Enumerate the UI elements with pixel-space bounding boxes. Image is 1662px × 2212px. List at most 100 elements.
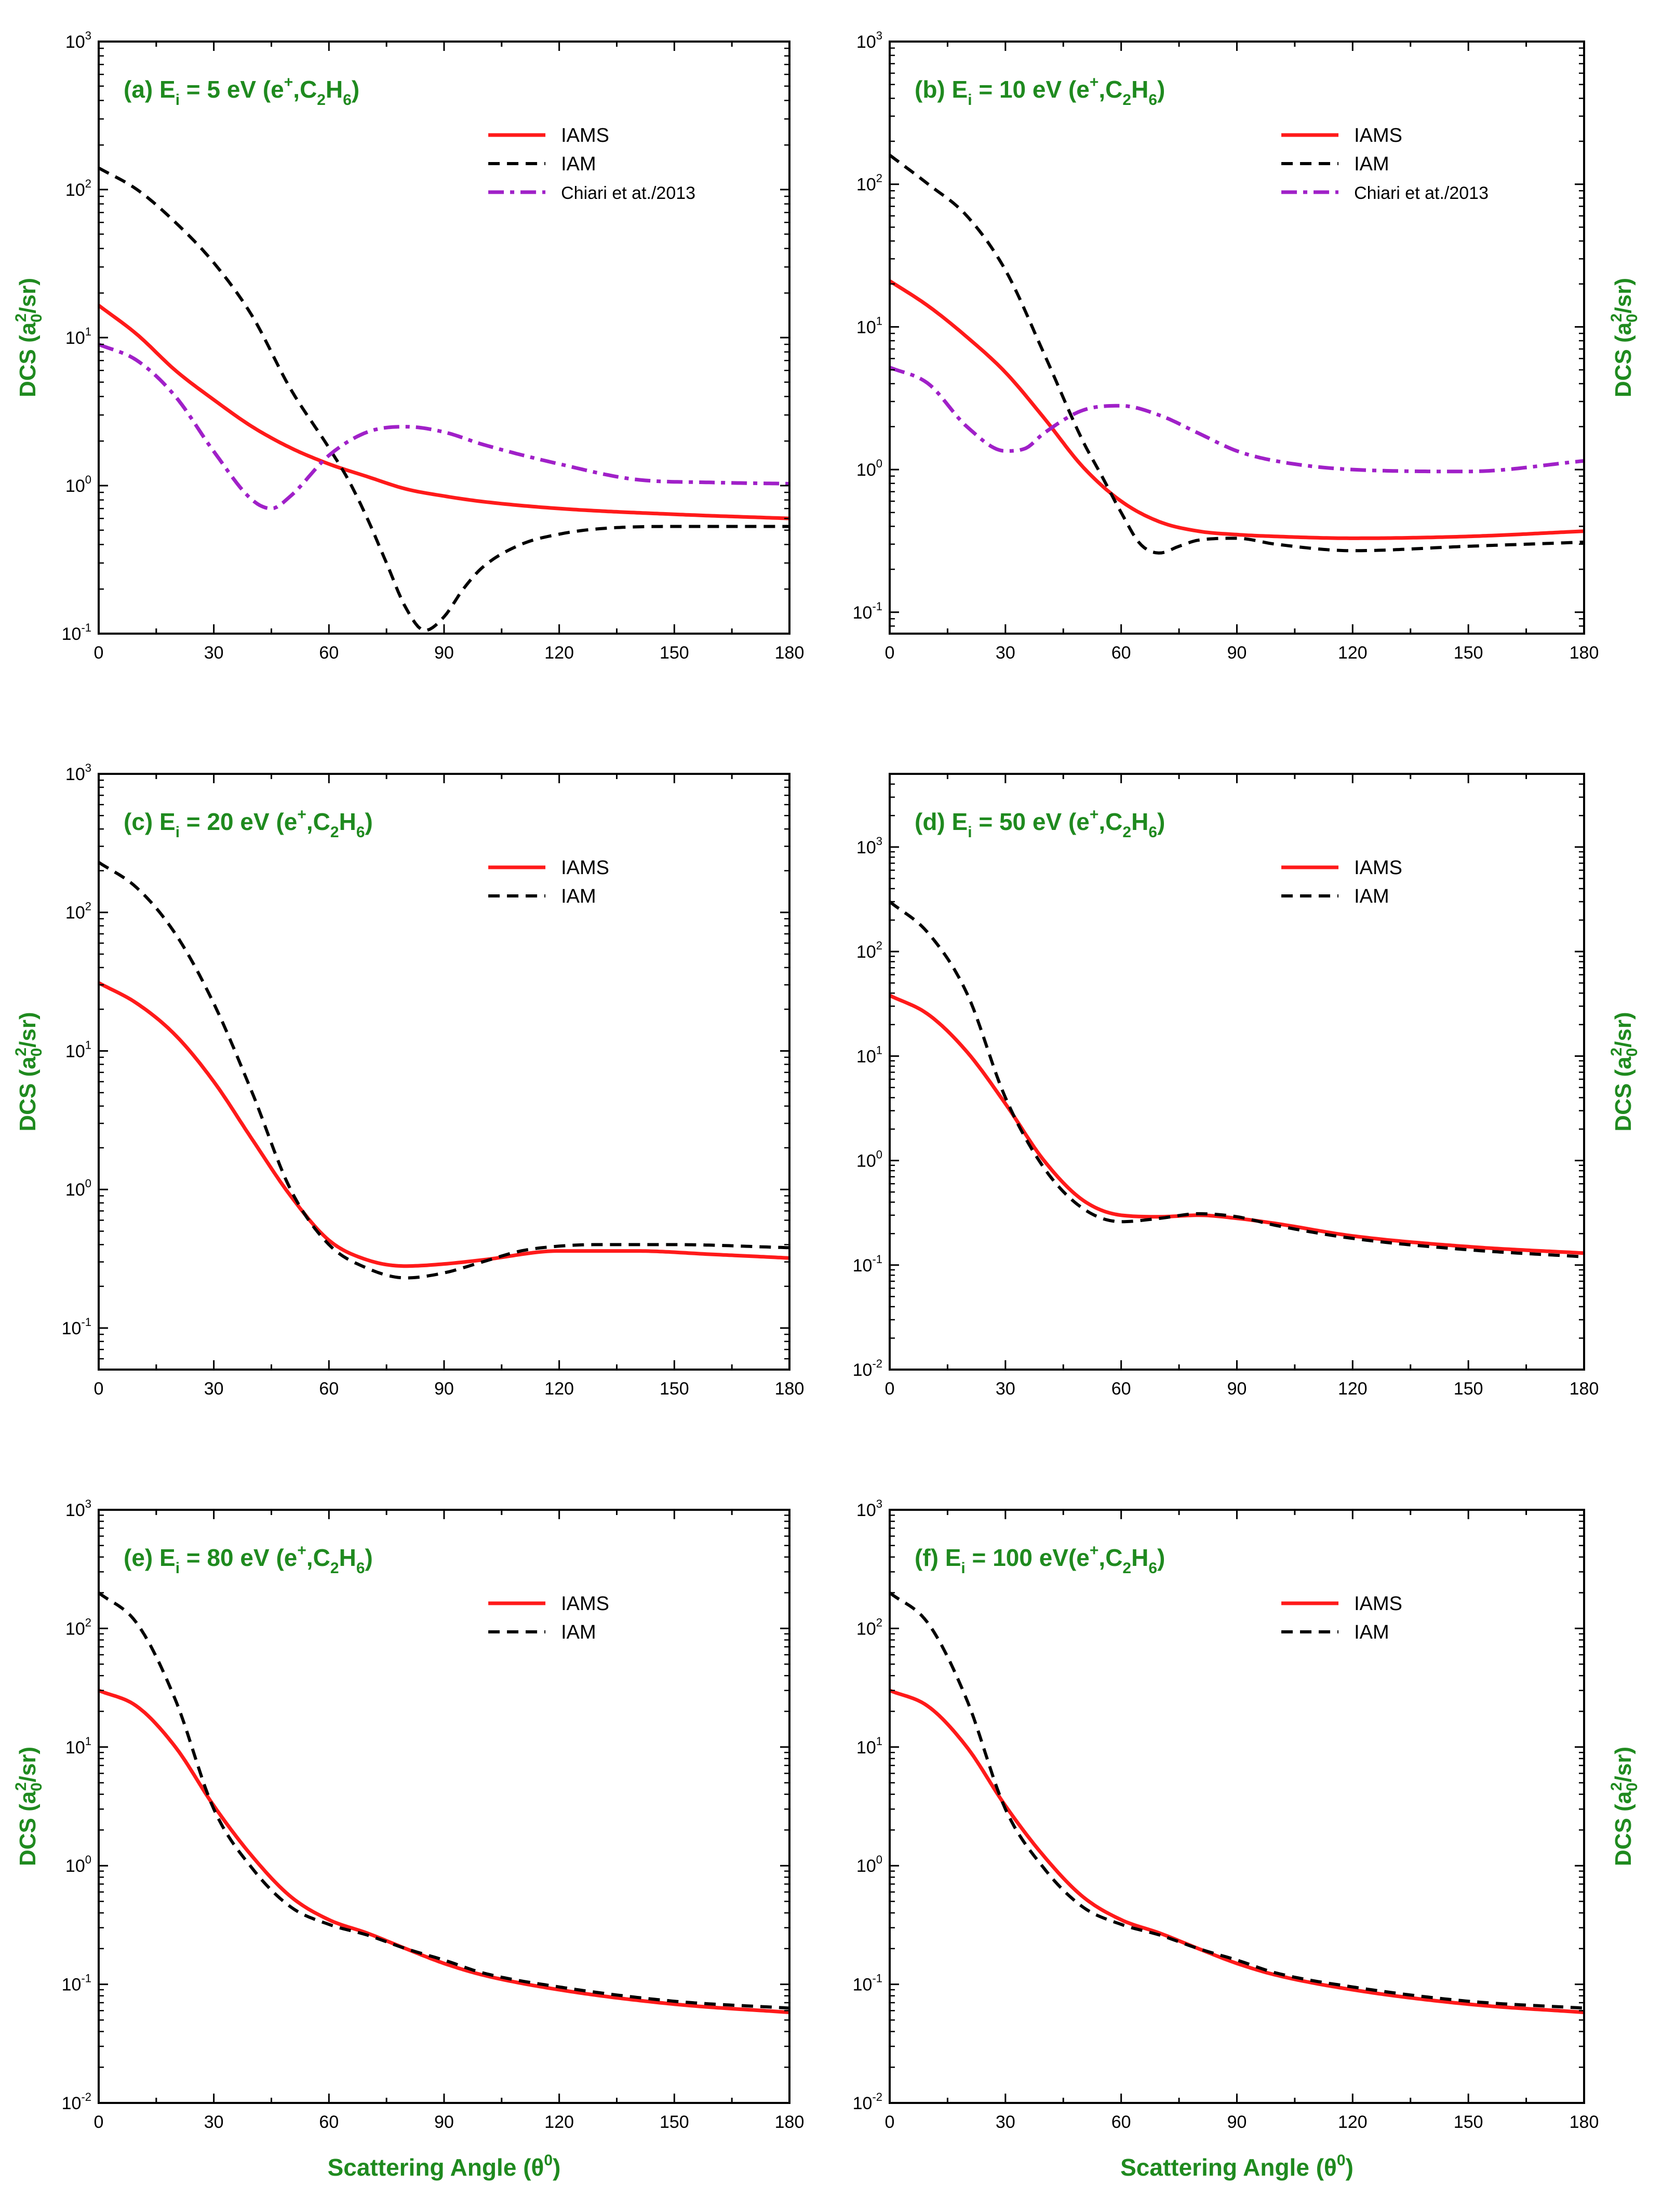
- x-tick-label: 60: [319, 2112, 339, 2132]
- series-line-iam: [890, 154, 1584, 555]
- legend-label-iams: IAMS: [1354, 857, 1402, 879]
- y-axis-label: DCS (a02/sr): [12, 1012, 45, 1131]
- y-tick-label: 103: [856, 1497, 882, 1520]
- y-tick-label: 102: [856, 939, 882, 962]
- x-tick-label: 30: [204, 1379, 224, 1399]
- y-tick-label: 100: [65, 473, 91, 496]
- x-tick-label: 90: [434, 1379, 454, 1399]
- x-tick-label: 180: [775, 643, 805, 663]
- y-axis-label: DCS (a02/sr): [1608, 1012, 1641, 1131]
- series-line-chiari: [890, 366, 1584, 474]
- x-tick-label: 60: [1111, 1379, 1131, 1399]
- x-tick-label: 180: [1570, 1379, 1599, 1399]
- legend-label-iams: IAMS: [561, 857, 609, 879]
- y-tick-label: 101: [65, 325, 91, 348]
- x-tick-label: 60: [1111, 643, 1131, 663]
- y-tick-label: 101: [856, 1043, 882, 1066]
- panel-c: 0 30 60 90 120 150 180 10-1 100 101 102 103 (c) Ei =…: [12, 761, 804, 1399]
- legend-label-iams: IAMS: [561, 1593, 609, 1615]
- x-tick-label: 120: [544, 2112, 574, 2132]
- y-axis-label: DCS (a02/sr): [12, 278, 45, 397]
- series-line-iam: [890, 900, 1584, 1258]
- series-line-iam: [99, 166, 789, 632]
- x-tick-label: 90: [434, 643, 454, 663]
- panel-title: (e) Ei = 80 eV (e+,C2H6): [124, 1542, 373, 1577]
- x-tick-label: 90: [1227, 1379, 1247, 1399]
- y-axis-label: DCS (a02/sr): [12, 1747, 45, 1866]
- y-tick-label: 10-2: [853, 2090, 882, 2113]
- y-tick-label: 103: [65, 761, 91, 784]
- y-tick-label: 103: [65, 29, 91, 52]
- legend-label-iam: IAM: [561, 153, 596, 175]
- legend-label-iam: IAM: [561, 886, 596, 907]
- x-tick-label: 30: [204, 2112, 224, 2132]
- panel-title: (b) Ei = 10 eV (e+,C2H6): [915, 74, 1165, 109]
- series-line-iams: [890, 279, 1584, 540]
- series-line-iam: [99, 1591, 789, 2010]
- y-tick-label: 10-1: [853, 1253, 882, 1276]
- legend-label-iams: IAMS: [561, 125, 609, 146]
- series-line-chiari: [99, 342, 789, 511]
- legend-label-chiari: Chiari et at./2013: [561, 183, 695, 203]
- y-tick-label: 10-1: [62, 1316, 91, 1338]
- x-tick-label: 180: [775, 2112, 805, 2132]
- y-tick-label: 100: [856, 1148, 882, 1171]
- y-tick-label: 100: [65, 1177, 91, 1200]
- plot-frame: [98, 773, 790, 1371]
- x-tick-label: 60: [319, 1379, 339, 1399]
- panel-d: 0 30 60 90 120 150 180 10-2 10-1 100 101 102 103 (d) …: [853, 773, 1641, 1399]
- x-tick-label: 30: [204, 643, 224, 663]
- y-tick-label: 10-1: [62, 621, 91, 644]
- x-tick-label: 180: [775, 1379, 805, 1399]
- series-line-iams: [890, 1688, 1584, 2015]
- y-tick-label: 101: [65, 1038, 91, 1061]
- panel-title: (c) Ei = 20 eV (e+,C2H6): [124, 806, 373, 841]
- y-tick-label: 101: [65, 1735, 91, 1758]
- y-tick-label: 101: [856, 1735, 882, 1758]
- y-tick-label: 101: [856, 314, 882, 337]
- y-tick-label: 10-2: [62, 2090, 91, 2113]
- y-tick-label: 102: [856, 1616, 882, 1639]
- series-line-iams: [99, 981, 789, 1268]
- y-tick-label: 100: [856, 1853, 882, 1876]
- x-tick-label: 120: [1338, 2112, 1368, 2132]
- series-line-iam: [99, 861, 789, 1280]
- y-tick-label: 102: [856, 172, 882, 195]
- x-tick-label: 90: [434, 2112, 454, 2132]
- y-tick-label: 10-1: [62, 1972, 91, 1995]
- y-tick-label: 10-2: [853, 1357, 882, 1380]
- panel-a: 0 30 60 90 120 150 180 10-1 100 101 102 103 (a) Ei =…: [12, 29, 804, 663]
- y-tick-label: 102: [65, 1616, 91, 1639]
- x-tick-label: 150: [1454, 2112, 1483, 2132]
- x-tick-label: 150: [1454, 643, 1483, 663]
- y-tick-label: 103: [856, 835, 882, 857]
- series-line-iams: [890, 994, 1584, 1255]
- panel-title: (a) Ei = 5 eV (e+,C2H6): [124, 74, 359, 109]
- panel-e: 0 30 60 90 120 150 180 10-2 10-1 100 101 102 103 (e) …: [12, 1497, 804, 2181]
- y-tick-label: 10-1: [853, 600, 882, 623]
- series-line-iams: [99, 304, 789, 520]
- legend-label-iams: IAMS: [1354, 1593, 1402, 1615]
- x-tick-label: 150: [660, 2112, 689, 2132]
- x-tick-label: 30: [996, 2112, 1015, 2132]
- x-tick-label: 0: [94, 2112, 104, 2132]
- plot-frame: [889, 773, 1585, 1371]
- x-tick-label: 180: [1570, 2112, 1599, 2132]
- x-tick-label: 150: [660, 643, 689, 663]
- x-tick-label: 120: [544, 1379, 574, 1399]
- x-tick-label: 0: [885, 1379, 895, 1399]
- legend-label-iam: IAM: [561, 1621, 596, 1643]
- x-axis-label: Scattering Angle (θ0): [328, 2152, 561, 2181]
- panel-title: (d) Ei = 50 eV (e+,C2H6): [915, 806, 1165, 841]
- x-tick-label: 60: [1111, 2112, 1131, 2132]
- x-tick-label: 150: [660, 1379, 689, 1399]
- x-tick-label: 0: [94, 643, 104, 663]
- x-tick-label: 180: [1570, 643, 1599, 663]
- legend-label-iams: IAMS: [1354, 125, 1402, 146]
- x-tick-label: 90: [1227, 2112, 1247, 2132]
- y-tick-label: 100: [856, 457, 882, 480]
- x-tick-label: 0: [885, 2112, 895, 2132]
- panel-f: 0 30 60 90 120 150 180 10-2 10-1 100 101 102 103 (f) …: [853, 1497, 1641, 2181]
- panel-b: 0 30 60 90 120 150 180 10-1 100 101 102 103 (b) Ei =…: [853, 29, 1641, 663]
